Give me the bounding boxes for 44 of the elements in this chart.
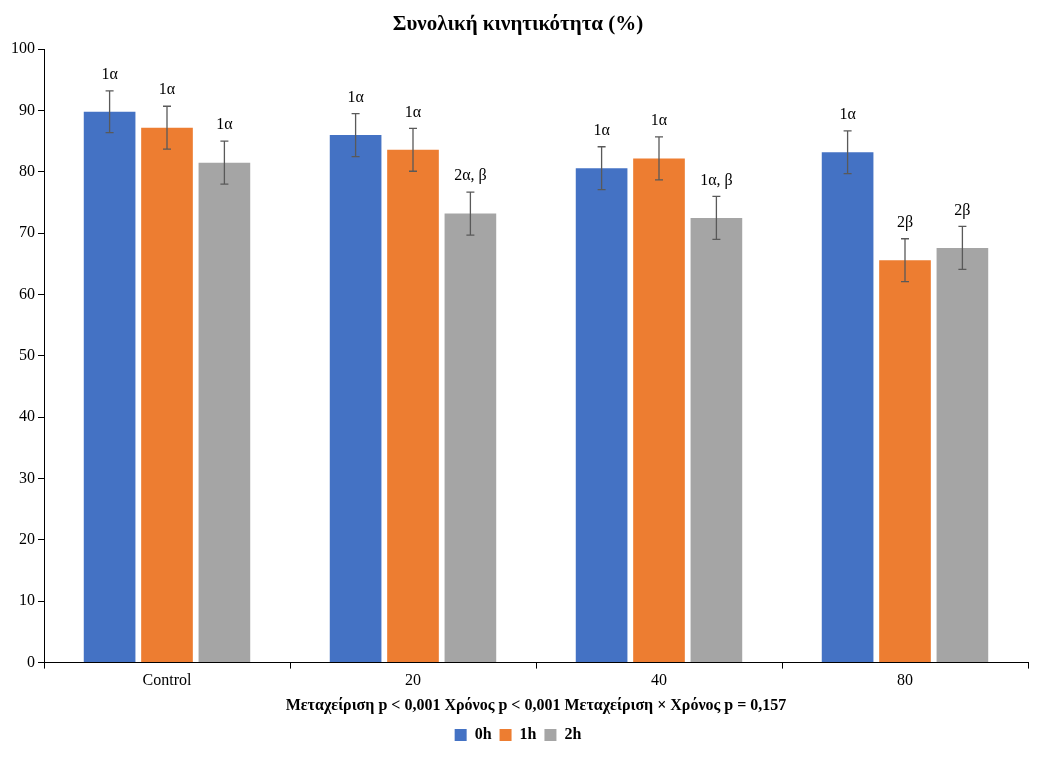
y-tick-label: 40 (19, 407, 35, 425)
bar (141, 127, 193, 663)
bar (575, 168, 628, 663)
chart-title: Συνολική κινητικότητα (%) (392, 11, 644, 36)
bar (936, 247, 989, 663)
annotation: 2α, β (454, 166, 487, 185)
annotation: 1α (158, 80, 176, 98)
annotation: 1α (101, 65, 119, 83)
annotation: 1α (216, 115, 234, 133)
y-tick-label: 100 (11, 39, 35, 57)
annotation: 1α (650, 111, 668, 129)
bar (83, 111, 136, 663)
y-tick-label: 80 (19, 162, 35, 180)
annotation: 1α (839, 104, 857, 122)
x-tick-label: 40 (651, 671, 667, 689)
bar (690, 217, 743, 663)
y-tick-label: 20 (19, 530, 35, 548)
y-tick-label: 30 (19, 468, 35, 486)
y-tick-label: 10 (19, 591, 35, 609)
bar (879, 260, 931, 663)
legend-label: 0h (474, 725, 492, 743)
y-tick-label: 50 (19, 346, 35, 364)
bar (633, 158, 685, 663)
bar (329, 135, 382, 663)
bar (821, 152, 874, 663)
annotation: 2β (954, 200, 971, 219)
y-tick-label: 70 (19, 223, 35, 241)
legend-label: 2h (564, 725, 582, 743)
x-tick-label: 80 (897, 671, 913, 689)
annotation: 2β (896, 212, 914, 231)
y-tick-label: 60 (19, 284, 35, 302)
annotation: 1α (404, 102, 422, 120)
bar (444, 213, 497, 663)
annotation: 1α (347, 87, 365, 105)
x-tick-label: 20 (405, 671, 421, 689)
x-tick-label: Control (142, 671, 192, 689)
bar (387, 149, 439, 663)
legend-label: 1h (519, 725, 537, 743)
annotation: 1α, β (700, 170, 733, 189)
y-tick-label: 0 (27, 652, 35, 670)
annotation: 1α (593, 120, 611, 138)
y-tick-label: 90 (19, 100, 35, 118)
bar (198, 162, 251, 663)
x-axis-title: Μεταχείριση p < 0,001 Χρόνος p < 0,001 Μεταχείριση × Χρόνος p = 0,157 (285, 695, 787, 714)
